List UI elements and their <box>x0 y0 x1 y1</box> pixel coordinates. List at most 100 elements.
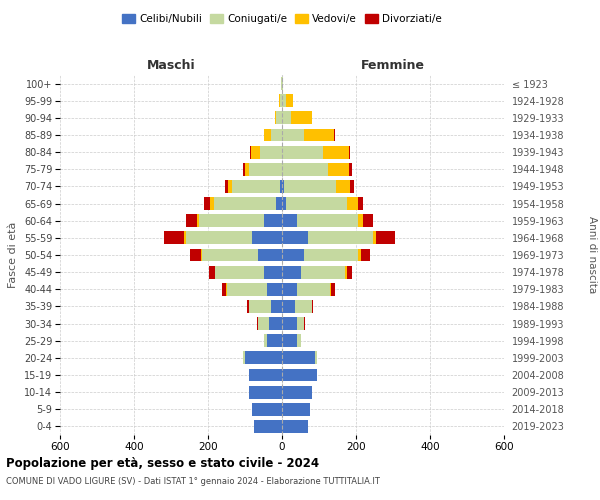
Bar <box>345 266 347 278</box>
Bar <box>184 232 186 244</box>
Bar <box>249 163 282 175</box>
Bar <box>297 317 304 330</box>
Bar <box>282 180 284 193</box>
Bar <box>247 300 249 313</box>
Text: COMUNE DI VADO LIGURE (SV) - Dati ISTAT 1° gennaio 2024 - Elaborazione TUTTITALI: COMUNE DI VADO LIGURE (SV) - Dati ISTAT … <box>6 478 380 486</box>
Bar <box>301 266 345 278</box>
Bar <box>334 128 335 141</box>
Bar <box>199 214 263 227</box>
Bar <box>291 112 311 124</box>
Bar <box>304 128 334 141</box>
Bar <box>258 317 269 330</box>
Bar <box>331 283 335 296</box>
Bar <box>232 180 280 193</box>
Bar <box>260 146 282 158</box>
Bar <box>258 248 282 262</box>
Bar <box>282 163 328 175</box>
Bar <box>282 283 297 296</box>
Bar <box>271 128 282 141</box>
Bar <box>347 197 358 210</box>
Bar <box>277 197 282 210</box>
Bar <box>263 214 282 227</box>
Bar <box>186 214 197 227</box>
Bar <box>358 197 364 210</box>
Bar <box>297 214 358 227</box>
Bar <box>330 283 331 296</box>
Bar <box>250 146 251 158</box>
Bar <box>263 266 282 278</box>
Bar <box>229 180 232 193</box>
Bar <box>267 283 282 296</box>
Bar <box>328 163 349 175</box>
Text: Femmine: Femmine <box>361 58 425 71</box>
Bar <box>282 77 283 90</box>
Bar <box>282 403 310 415</box>
Bar <box>358 214 364 227</box>
Bar <box>267 334 282 347</box>
Bar <box>282 94 286 107</box>
Bar <box>257 317 258 330</box>
Bar <box>335 180 350 193</box>
Bar <box>282 352 316 364</box>
Bar <box>202 248 258 262</box>
Bar <box>254 420 282 433</box>
Bar <box>364 214 373 227</box>
Bar <box>224 180 229 193</box>
Text: Popolazione per età, sesso e stato civile - 2024: Popolazione per età, sesso e stato civil… <box>6 458 319 470</box>
Text: Anni di nascita: Anni di nascita <box>587 216 597 294</box>
Bar <box>282 197 286 210</box>
Bar <box>249 368 282 382</box>
Bar <box>281 77 282 90</box>
Bar <box>316 352 317 364</box>
Bar <box>282 300 295 313</box>
Bar <box>349 163 352 175</box>
Bar <box>210 197 214 210</box>
Bar <box>349 146 350 158</box>
Bar <box>282 334 297 347</box>
Bar <box>286 94 293 107</box>
Bar <box>282 317 297 330</box>
Bar <box>204 197 210 210</box>
Bar <box>215 266 263 278</box>
Bar <box>263 334 267 347</box>
Bar <box>222 283 226 296</box>
Bar <box>269 317 282 330</box>
Bar <box>358 248 361 262</box>
Bar <box>286 197 347 210</box>
Bar <box>295 300 311 313</box>
Bar <box>209 266 215 278</box>
Bar <box>311 300 313 313</box>
Bar <box>282 112 291 124</box>
Bar <box>297 283 330 296</box>
Bar <box>282 248 304 262</box>
Bar <box>249 386 282 398</box>
Bar <box>186 232 253 244</box>
Bar <box>214 197 277 210</box>
Bar <box>376 232 395 244</box>
Bar <box>282 146 323 158</box>
Bar <box>253 232 282 244</box>
Bar <box>284 180 335 193</box>
Bar <box>282 214 297 227</box>
Bar <box>280 180 282 193</box>
Bar <box>280 94 282 107</box>
Bar <box>243 352 245 364</box>
Bar <box>164 232 184 244</box>
Bar <box>361 248 370 262</box>
Bar <box>243 163 245 175</box>
Bar <box>297 334 301 347</box>
Text: Maschi: Maschi <box>146 58 196 71</box>
Bar <box>277 112 282 124</box>
Bar <box>304 317 305 330</box>
Bar <box>282 128 304 141</box>
Bar <box>249 300 271 313</box>
Bar <box>226 283 227 296</box>
Bar <box>282 232 308 244</box>
Bar <box>197 214 199 227</box>
Bar <box>263 128 271 141</box>
Bar <box>282 386 311 398</box>
Bar <box>271 300 282 313</box>
Bar <box>200 248 202 262</box>
Bar <box>308 232 373 244</box>
Bar <box>350 180 354 193</box>
